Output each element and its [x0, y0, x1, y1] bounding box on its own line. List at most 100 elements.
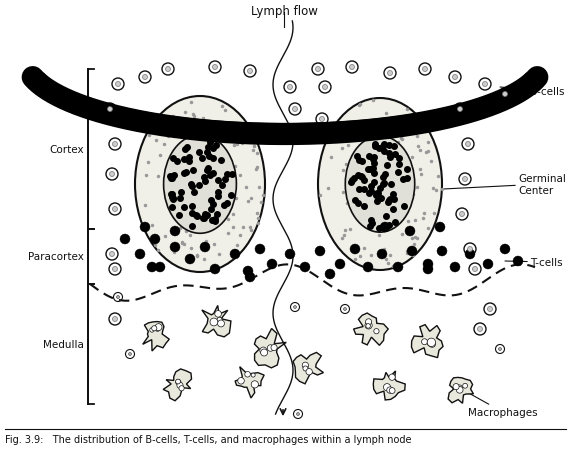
- Circle shape: [215, 311, 222, 318]
- Circle shape: [179, 386, 184, 391]
- Polygon shape: [293, 353, 323, 384]
- Circle shape: [267, 259, 277, 269]
- Polygon shape: [448, 378, 473, 404]
- Circle shape: [463, 177, 468, 182]
- Circle shape: [139, 72, 151, 84]
- Circle shape: [112, 79, 124, 91]
- Circle shape: [387, 387, 393, 394]
- Circle shape: [427, 339, 436, 347]
- Circle shape: [435, 222, 445, 233]
- Circle shape: [423, 259, 433, 269]
- Circle shape: [384, 68, 396, 80]
- Circle shape: [218, 320, 224, 327]
- Circle shape: [363, 263, 373, 273]
- Circle shape: [147, 263, 157, 273]
- Circle shape: [243, 267, 253, 276]
- Circle shape: [484, 303, 496, 315]
- Text: Germinal
Center: Germinal Center: [443, 174, 566, 195]
- Circle shape: [366, 324, 371, 329]
- Circle shape: [423, 67, 428, 72]
- Circle shape: [200, 243, 210, 253]
- Circle shape: [380, 222, 390, 233]
- Circle shape: [170, 243, 180, 253]
- Circle shape: [162, 64, 174, 76]
- Circle shape: [112, 317, 118, 322]
- Ellipse shape: [345, 136, 415, 233]
- Circle shape: [284, 82, 296, 94]
- Circle shape: [349, 66, 355, 71]
- Circle shape: [468, 247, 472, 252]
- Circle shape: [303, 366, 308, 371]
- Polygon shape: [373, 371, 405, 400]
- Circle shape: [389, 374, 395, 380]
- Circle shape: [423, 264, 433, 274]
- Circle shape: [128, 353, 131, 356]
- Circle shape: [312, 64, 324, 76]
- Circle shape: [365, 319, 372, 325]
- Text: Cortex: Cortex: [49, 145, 84, 155]
- Circle shape: [135, 249, 145, 259]
- Polygon shape: [353, 313, 388, 345]
- Circle shape: [217, 318, 222, 323]
- Circle shape: [377, 249, 387, 259]
- Circle shape: [255, 244, 265, 254]
- Circle shape: [463, 384, 468, 388]
- Circle shape: [300, 263, 310, 273]
- Circle shape: [482, 82, 488, 87]
- Polygon shape: [235, 367, 264, 398]
- Circle shape: [292, 107, 297, 112]
- Circle shape: [114, 293, 123, 302]
- Circle shape: [449, 72, 461, 84]
- Circle shape: [302, 362, 308, 369]
- Circle shape: [465, 249, 475, 259]
- Polygon shape: [143, 322, 170, 351]
- Circle shape: [209, 62, 221, 74]
- Circle shape: [109, 313, 121, 325]
- Circle shape: [365, 322, 372, 329]
- Circle shape: [150, 328, 154, 333]
- Circle shape: [457, 385, 463, 390]
- Circle shape: [456, 208, 468, 221]
- Ellipse shape: [318, 99, 442, 270]
- Circle shape: [474, 324, 486, 335]
- Circle shape: [306, 369, 312, 375]
- Polygon shape: [202, 306, 231, 337]
- Circle shape: [106, 248, 118, 260]
- Circle shape: [450, 263, 460, 273]
- Circle shape: [315, 247, 325, 257]
- Circle shape: [452, 76, 457, 81]
- Circle shape: [170, 227, 180, 237]
- Polygon shape: [255, 329, 286, 368]
- Circle shape: [110, 252, 115, 257]
- Circle shape: [419, 64, 431, 76]
- Circle shape: [469, 263, 481, 275]
- Circle shape: [325, 269, 335, 279]
- Circle shape: [323, 86, 328, 90]
- Circle shape: [393, 263, 403, 273]
- Circle shape: [177, 383, 183, 389]
- Circle shape: [104, 104, 116, 116]
- Circle shape: [107, 107, 112, 112]
- Circle shape: [429, 341, 436, 348]
- Circle shape: [285, 249, 295, 259]
- Circle shape: [289, 104, 301, 116]
- Circle shape: [335, 259, 345, 269]
- Circle shape: [405, 227, 415, 237]
- Text: Macrophages: Macrophages: [465, 391, 538, 417]
- Circle shape: [421, 339, 428, 345]
- Circle shape: [210, 318, 218, 326]
- Circle shape: [120, 234, 130, 244]
- Circle shape: [140, 222, 150, 233]
- Ellipse shape: [164, 136, 236, 234]
- Circle shape: [116, 296, 119, 299]
- Circle shape: [479, 79, 491, 91]
- Circle shape: [106, 169, 118, 181]
- Circle shape: [143, 76, 147, 81]
- Circle shape: [459, 174, 471, 186]
- Circle shape: [271, 345, 277, 351]
- Circle shape: [109, 203, 121, 216]
- Circle shape: [112, 267, 118, 272]
- Circle shape: [166, 67, 171, 72]
- Circle shape: [350, 244, 360, 254]
- Circle shape: [150, 234, 160, 244]
